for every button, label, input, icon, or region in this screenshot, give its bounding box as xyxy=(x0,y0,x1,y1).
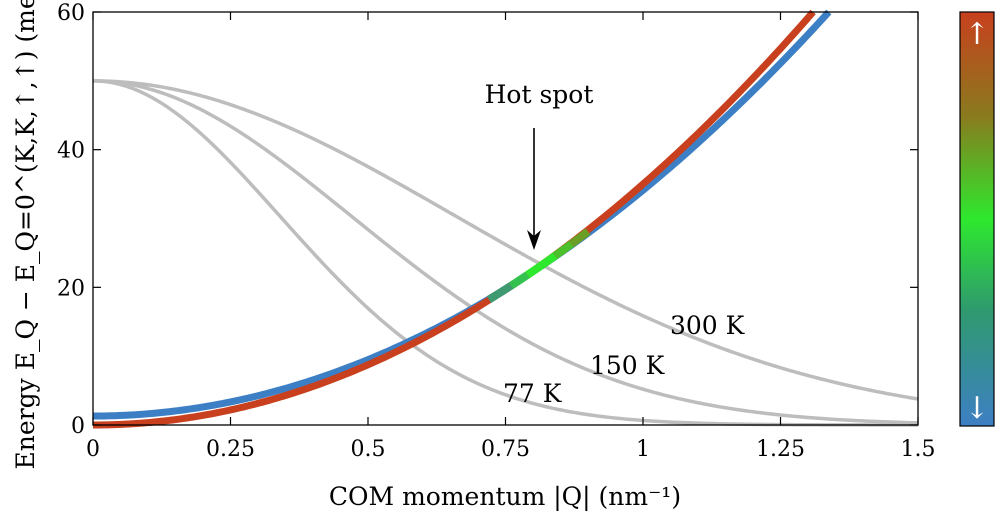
hot-spot-segment-4 xyxy=(569,228,591,248)
hot-spot-arrowhead xyxy=(527,230,541,250)
label-300k: 300 K xyxy=(670,311,746,340)
x-tick-label: 0 xyxy=(86,437,100,462)
hot-spot-segment-0 xyxy=(486,282,514,303)
hot-spot-segment-2 xyxy=(525,252,558,279)
y-tick-label: 40 xyxy=(57,139,85,164)
x-tick-label: 0.25 xyxy=(206,437,255,462)
x-tick-label: 0.5 xyxy=(351,437,386,462)
hot-spot-segment-1 xyxy=(508,271,530,290)
hot-spot-segment xyxy=(486,228,591,303)
curve-spin-up xyxy=(92,9,816,429)
y-tick-label: 20 xyxy=(57,276,85,301)
colorbar-top-symbol: ↑ xyxy=(964,17,989,52)
x-tick-label: 1.5 xyxy=(901,437,936,462)
curve-150k xyxy=(92,79,919,425)
y-tick-label: 0 xyxy=(71,414,85,439)
y-axis-label: Energy E_Q − E_Q=0^(K,K,↑,↑) (meV) xyxy=(11,0,40,469)
label-150k: 150 K xyxy=(590,351,666,380)
y-tick-label: 60 xyxy=(57,1,85,26)
curve-300k xyxy=(92,79,919,401)
label-77k: 77 K xyxy=(503,379,563,408)
axis-ticks: 0 0.25 0.5 0.75 1 1.25 1.5 0 20 40 60 xyxy=(57,1,936,462)
plot-area xyxy=(93,12,918,425)
colorbar xyxy=(959,11,995,427)
x-tick-label: 1 xyxy=(636,437,650,462)
x-axis-label: COM momentum |Q| (nm⁻¹) xyxy=(329,482,681,512)
colorbar-bottom-symbol: ↓ xyxy=(964,391,989,426)
x-tick-label: 1.25 xyxy=(756,437,805,462)
dispersion-curves xyxy=(92,9,832,429)
x-tick-label: 0.75 xyxy=(481,437,530,462)
hot-spot-segment-3 xyxy=(552,240,574,260)
hot-spot-label: Hot spot xyxy=(485,80,594,109)
